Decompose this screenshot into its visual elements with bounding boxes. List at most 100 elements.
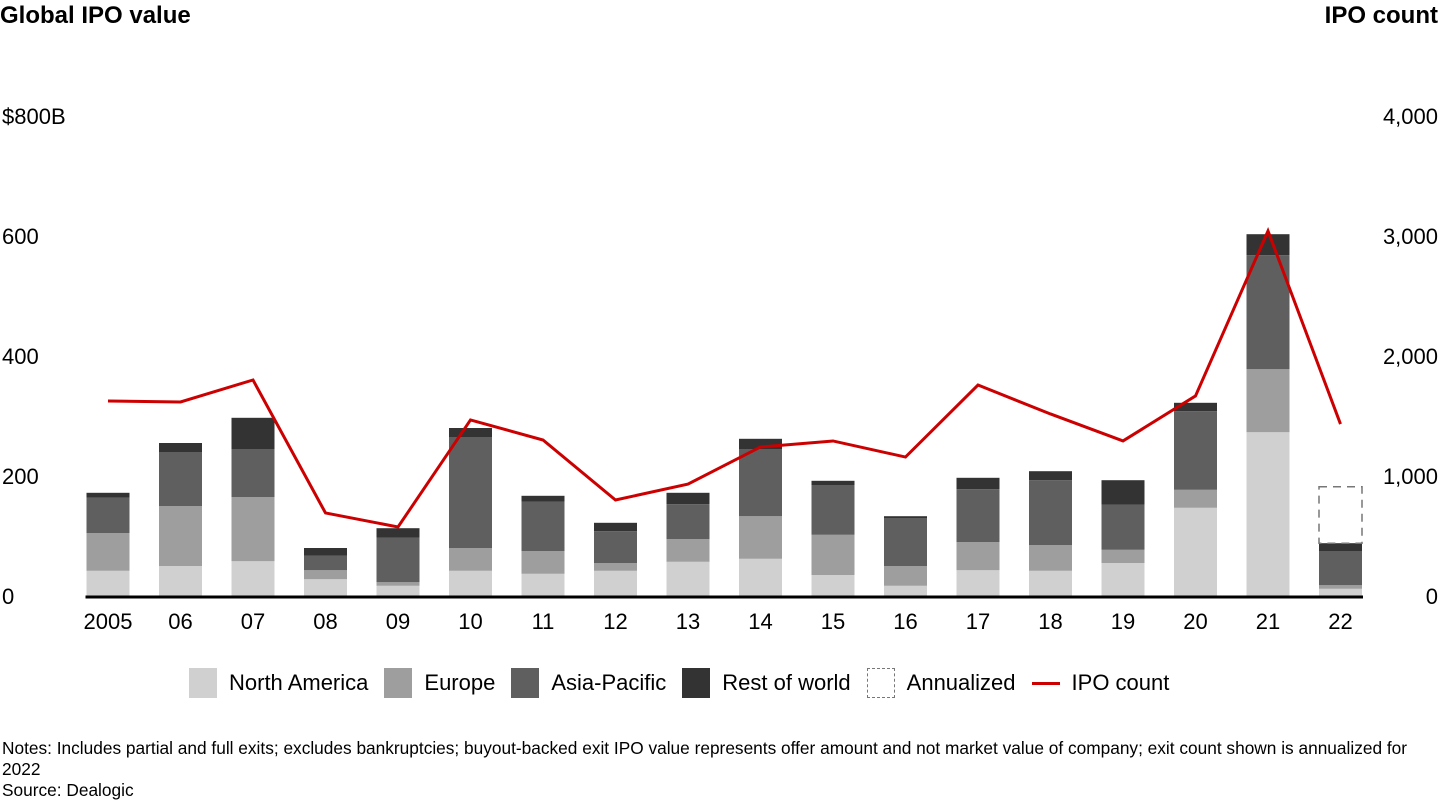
- legend-label: Rest of world: [722, 670, 851, 695]
- left-tick-label: 200: [2, 464, 39, 489]
- bar-europe: [376, 582, 420, 586]
- x-tick-label: 07: [241, 609, 265, 634]
- bar-north-america: [231, 561, 275, 596]
- bar-asia-pacific: [666, 504, 710, 539]
- bar-north-america: [1246, 432, 1290, 596]
- ipo-count-line: [107, 226, 1342, 529]
- bar-europe: [1029, 545, 1072, 571]
- right-tick-label: 1,000: [1383, 464, 1438, 489]
- left-axis-ticks: $800B 600 400 200 0: [2, 104, 66, 609]
- chart-canvas: $800B 600 400 200 0 4,000 3,000 2,000 1,000 0 20…: [2, 104, 1438, 634]
- legend-label: Annualized: [906, 670, 1016, 695]
- bar-annualized: [1318, 486, 1363, 544]
- bar-north-america: [666, 561, 710, 596]
- x-axis-ticks: 2005 06 07 08 09 10 11 12 13 14 15 16 17 18 19 20 21 22: [84, 609, 1353, 634]
- ipo-count-line-layer: [107, 226, 1342, 529]
- bar-rest-of-world: [449, 428, 492, 437]
- bar-rest-of-world: [1246, 234, 1290, 256]
- bar-north-america: [884, 585, 927, 596]
- legend-item-asia-pacific: Asia-Pacific: [511, 668, 666, 698]
- bar-asia-pacific: [231, 449, 275, 497]
- left-axis-title: Global IPO value: [0, 2, 191, 29]
- bar-europe: [884, 566, 927, 586]
- legend-label: Asia-Pacific: [551, 670, 667, 695]
- right-tick-label: 2,000: [1383, 344, 1438, 369]
- bar-asia-pacific: [521, 501, 565, 551]
- legend-label: IPO count: [1071, 670, 1170, 695]
- bar-rest-of-world: [811, 480, 855, 485]
- bar-asia-pacific: [376, 537, 420, 583]
- bar-asia-pacific: [811, 485, 855, 535]
- legend-item-rest-of-world: Rest of world: [682, 668, 851, 698]
- bar-asia-pacific: [884, 518, 927, 566]
- bar-rest-of-world: [1319, 543, 1362, 551]
- bar-rest-of-world: [739, 438, 782, 449]
- bar-europe: [304, 570, 347, 580]
- x-tick-label: 08: [313, 609, 337, 634]
- bar-asia-pacific: [956, 489, 1000, 542]
- x-tick-label: 18: [1038, 609, 1062, 634]
- x-tick-label: 19: [1111, 609, 1135, 634]
- bar-rest-of-world: [231, 417, 275, 449]
- bar-north-america: [739, 558, 782, 596]
- bar-asia-pacific: [1101, 504, 1145, 550]
- bar-europe: [1174, 489, 1217, 508]
- x-tick-label: 09: [386, 609, 410, 634]
- bar-north-america: [376, 585, 420, 596]
- bar-europe: [739, 516, 782, 559]
- bar-north-america: [521, 573, 565, 596]
- source-text: Source: Dealogic: [2, 780, 134, 800]
- x-tick-label: 15: [821, 609, 845, 634]
- bar-north-america: [1174, 507, 1217, 596]
- legend-swatch-europe: [384, 668, 413, 698]
- bar-rest-of-world: [594, 522, 637, 532]
- bar-europe: [1319, 585, 1362, 589]
- legend-swatch-asia-pacific: [511, 668, 540, 698]
- legend-item-europe: Europe: [384, 668, 495, 698]
- bar-rest-of-world: [956, 477, 1000, 490]
- bar-rest-of-world: [1029, 471, 1072, 481]
- bar-rest-of-world: [1101, 480, 1145, 505]
- bar-europe: [1246, 369, 1290, 433]
- bar-europe: [1101, 549, 1145, 563]
- bar-rest-of-world: [521, 495, 565, 502]
- x-tick-label: 10: [458, 609, 482, 634]
- bar-asia-pacific: [159, 452, 202, 506]
- bar-europe: [521, 551, 565, 574]
- notes-text: Notes: Includes partial and full exits; …: [2, 738, 1408, 779]
- left-tick-label: 0: [2, 584, 14, 609]
- right-axis-ticks: 4,000 3,000 2,000 1,000 0: [1383, 104, 1438, 609]
- bar-europe: [449, 548, 492, 571]
- bar-asia-pacific: [449, 437, 492, 548]
- legend-label: North America: [229, 670, 369, 695]
- bar-europe: [231, 497, 275, 562]
- x-tick-label: 13: [676, 609, 700, 634]
- bar-asia-pacific: [739, 449, 782, 517]
- bar-rest-of-world: [86, 492, 130, 498]
- bars-layer: [86, 234, 1363, 596]
- bar-rest-of-world: [159, 443, 202, 452]
- bar-asia-pacific: [304, 555, 347, 571]
- legend-swatch-rest-of-world: [682, 668, 711, 698]
- legend-label: Europe: [424, 670, 496, 695]
- legend-swatch-north-america: [189, 668, 217, 698]
- legend-item-ipo-count: IPO count: [1031, 670, 1170, 696]
- bar-asia-pacific: [594, 531, 637, 563]
- bar-europe: [86, 533, 130, 571]
- bar-asia-pacific: [1319, 551, 1362, 586]
- bar-europe: [811, 534, 855, 575]
- legend: North America Europe Asia-Pacific Rest o…: [189, 668, 1185, 698]
- x-tick-label: 20: [1183, 609, 1207, 634]
- bar-rest-of-world: [1174, 402, 1217, 412]
- bar-rest-of-world: [376, 528, 420, 538]
- bar-north-america: [449, 570, 492, 596]
- left-tick-label: 400: [2, 344, 39, 369]
- bar-north-america: [594, 570, 637, 596]
- legend-swatch-ipo-count: [1031, 681, 1060, 685]
- bar-asia-pacific: [1246, 255, 1290, 370]
- x-tick-label: 2005: [84, 609, 133, 634]
- legend-swatch-annualized: [866, 668, 895, 698]
- bar-europe: [666, 539, 710, 562]
- x-tick-label: 06: [168, 609, 192, 634]
- left-tick-label: 600: [2, 224, 39, 249]
